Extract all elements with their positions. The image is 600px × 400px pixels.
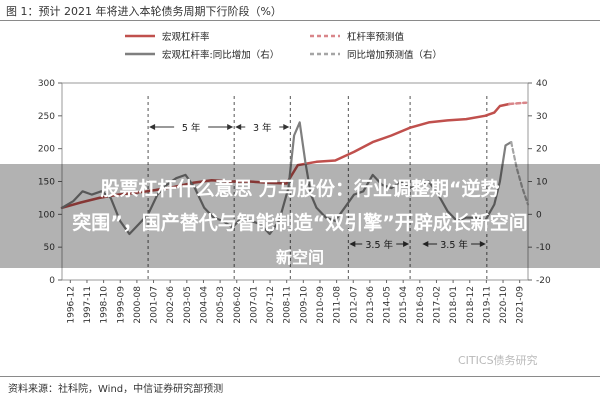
cycle-arrowhead-left xyxy=(235,124,242,130)
cycle-arrowhead-left xyxy=(422,241,429,247)
axes: 0 50 100 150 200 250 300 -20 -10 0 10 20 30 40 1996-12… xyxy=(38,79,551,324)
x-axis-tick-label: 2019-11 xyxy=(482,286,492,324)
figure-source: 资料来源：社科院，Wind，中信证券研究部预测 xyxy=(8,384,224,395)
right-axis-tick-label: 10 xyxy=(536,178,548,188)
x-axis-tick-label: 2010-09 xyxy=(316,286,326,324)
x-axis-tick-label: 2008-11 xyxy=(283,286,293,324)
cycle-arrowhead-left xyxy=(149,124,156,130)
leverage-series-line xyxy=(60,102,511,210)
x-axis-tick-label: 2016-03 xyxy=(416,286,426,324)
legend-label-yoy: 宏观杠杆率:同比增加（右） xyxy=(162,49,279,61)
series xyxy=(60,101,530,236)
right-axis-tick-label: 30 xyxy=(536,112,548,122)
x-axis-tick-label: 2013-06 xyxy=(366,286,376,324)
x-axis-tick-label: 1997-11 xyxy=(83,286,93,324)
x-axis-tick-label: 2007-01 xyxy=(249,286,259,324)
legend-label-forecast-yoy: 同比增加预测值（右） xyxy=(347,49,442,61)
x-axis-tick-label: 1996-12 xyxy=(66,286,76,324)
x-axis-tick-label: 2014-05 xyxy=(383,286,393,324)
left-axis-tick-label: 100 xyxy=(38,210,55,220)
x-axis-tick-label: 1999-09 xyxy=(116,286,126,324)
cycle-span-label: 3 年 xyxy=(253,122,272,134)
x-axis-tick-label: 2006-02 xyxy=(233,286,243,324)
watermark: CITICS债务研究 xyxy=(458,354,538,367)
x-axis-tick-label: 2002-06 xyxy=(166,286,176,324)
headline-banner: 股票杠杆什么意思 万马股份：行业调整期“逆势 突围”，国产替代与智能制造“双引擎… xyxy=(0,164,600,268)
figure-title: 图 1：预计 2021 年将进入本轮债务周期下行阶段（%） xyxy=(6,5,282,18)
cycle-span-label-bg xyxy=(245,119,280,134)
leverage-forecast-line xyxy=(508,101,528,106)
right-axis-tick-label: 0 xyxy=(536,210,542,220)
left-axis-tick-label: 50 xyxy=(44,243,56,253)
x-axis-tick-label: 2004-04 xyxy=(199,286,209,324)
right-axis-tick-label: 40 xyxy=(536,79,548,89)
x-axis-tick-label: 2020-10 xyxy=(499,286,509,324)
cycle-span-label: 3.5 年 xyxy=(440,239,468,251)
cycle-span-label-bg xyxy=(362,236,397,251)
yoy-forecast-line xyxy=(510,141,530,206)
x-axis-tick-label: 2000-08 xyxy=(133,286,143,324)
cycle-arrowhead-right xyxy=(227,124,234,130)
left-axis-tick-label: 250 xyxy=(38,112,55,122)
title-divider xyxy=(0,20,600,21)
headline-line-2: 突围”，国产替代与智能制造“双引擎”开辟成长新空间 xyxy=(72,212,528,234)
x-axis-tick-label: 2015-04 xyxy=(399,286,409,324)
x-axis-tick-label: 2012-07 xyxy=(349,286,359,324)
yoy-series-line xyxy=(60,121,513,236)
cycle-span-label: 5 年 xyxy=(182,122,201,134)
source-divider xyxy=(0,376,600,377)
x-axis-tick-label: 2011-08 xyxy=(333,286,343,324)
x-axis-tick-label: 2017-02 xyxy=(432,286,442,324)
x-axis-tick-label: 2007-12 xyxy=(266,286,276,324)
legend-label-leverage: 宏观杠杆率 xyxy=(162,31,210,43)
legend-label-forecast-lev: 杠杆率预测值 xyxy=(347,31,405,43)
legend: 宏观杠杆率 杠杆率预测值 宏观杠杆率:同比增加（右） 同比增加预测值（右） xyxy=(125,31,442,61)
headline-line-3: 新空间 xyxy=(275,248,324,267)
cycle-arrowhead-right xyxy=(283,124,290,130)
cycle-span-label-bg xyxy=(437,236,472,251)
cycle-span-label-bg xyxy=(174,119,209,134)
x-axis-tick-label: 2018-12 xyxy=(466,286,476,324)
x-axis-tick-label: 2009-10 xyxy=(299,286,309,324)
left-axis-tick-label: 200 xyxy=(38,145,55,155)
left-axis-tick-label: 300 xyxy=(38,79,55,89)
x-axis-tick-label: 2018-01 xyxy=(449,286,459,324)
cycle-arrowhead-left xyxy=(349,241,356,247)
x-axis-tick-label: 2001-07 xyxy=(150,286,160,324)
left-axis-tick-label: 0 xyxy=(49,276,55,286)
right-axis-tick-label: 20 xyxy=(536,145,548,155)
x-axis-tick-label: 2003-05 xyxy=(183,286,193,324)
headline-line-1: 股票杠杆什么意思 万马股份：行业调整期“逆势 xyxy=(100,178,500,200)
right-axis-tick-label: -20 xyxy=(536,276,551,286)
left-axis-tick-label: 150 xyxy=(38,178,55,188)
cycle-span-label: 3.5 年 xyxy=(365,239,393,251)
right-axis-tick-label: -10 xyxy=(536,243,551,253)
x-axis-tick-label: 2021-09 xyxy=(516,286,526,324)
cycle-arrowhead-right xyxy=(479,241,486,247)
x-axis-tick-label: 2005-03 xyxy=(216,286,226,324)
debt-cycle-chart: 宏观杠杆率 杠杆率预测值 宏观杠杆率:同比增加（右） 同比增加预测值（右） 0 5… xyxy=(38,31,551,324)
cycle-arrowhead-right xyxy=(403,241,410,247)
x-axis-tick-label: 1998-10 xyxy=(100,286,110,324)
